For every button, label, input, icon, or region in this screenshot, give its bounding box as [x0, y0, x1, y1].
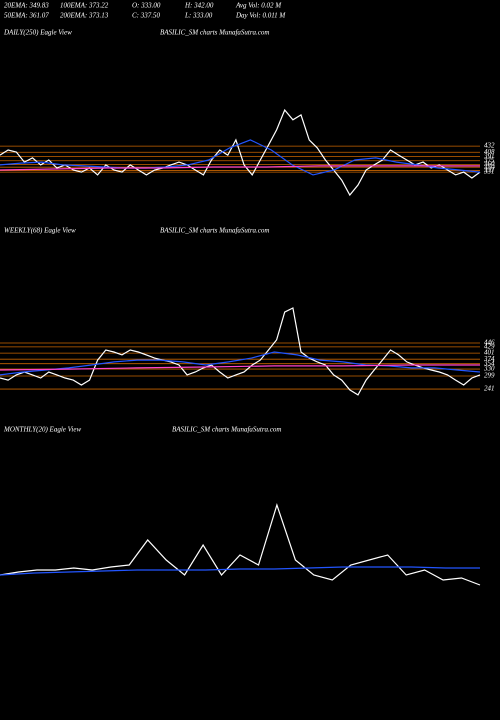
y-tick-label: 446: [484, 339, 495, 347]
price-line: [0, 139, 481, 176]
price-line: [0, 351, 481, 376]
y-tick-label: 354: [483, 359, 495, 367]
y-tick-label: 374: [483, 355, 495, 363]
stat: 50EMA: 361.07: [4, 12, 49, 20]
panel-subtitle: BASILIC_SM charts MunafaSutra.com: [172, 426, 281, 434]
panel-subtitle: BASILIC_SM charts MunafaSutra.com: [160, 227, 269, 235]
stat: Day Vol: 0.011 M: [235, 12, 286, 20]
panel-title: DAILY(250) Eagle View: [3, 29, 72, 37]
y-tick-label: 391: [483, 152, 495, 160]
y-tick-label: 337: [483, 166, 495, 174]
y-tick-label: 429: [484, 342, 495, 350]
price-line: [0, 503, 481, 586]
price-line: [0, 108, 481, 197]
stat: L: 333.00: [184, 12, 213, 20]
y-tick-label: 241: [484, 385, 495, 393]
stat: Avg Vol: 0.02 M: [235, 2, 282, 10]
stat: O: 333.00: [132, 2, 161, 10]
y-tick-label: 299: [484, 372, 495, 380]
stat: 20EMA: 349.83: [4, 2, 49, 10]
stat: 100EMA: 373.22: [60, 2, 109, 10]
stat: 200EMA: 373.13: [60, 12, 109, 20]
y-tick-label: 331: [483, 168, 495, 176]
price-line: [0, 307, 481, 396]
y-tick-label: 432: [484, 142, 495, 150]
panel-subtitle: BASILIC_SM charts MunafaSutra.com: [160, 29, 269, 37]
y-tick-label: 360: [483, 160, 495, 168]
stat: H: 342.00: [184, 2, 214, 10]
price-line: [0, 566, 480, 576]
y-tick-label: 408: [484, 148, 495, 156]
y-tick-label: 350: [483, 163, 495, 171]
panel-title: WEEKLY(68) Eagle View: [4, 227, 76, 235]
price-line: [0, 165, 480, 171]
y-tick-label: 330: [483, 365, 495, 373]
y-tick-label: 401: [484, 349, 495, 357]
price-line: [0, 364, 480, 371]
stat: C: 337.50: [132, 12, 161, 20]
y-tick-label: 375: [483, 156, 495, 164]
panel-title: MONTHLY(20) Eagle View: [3, 426, 81, 434]
